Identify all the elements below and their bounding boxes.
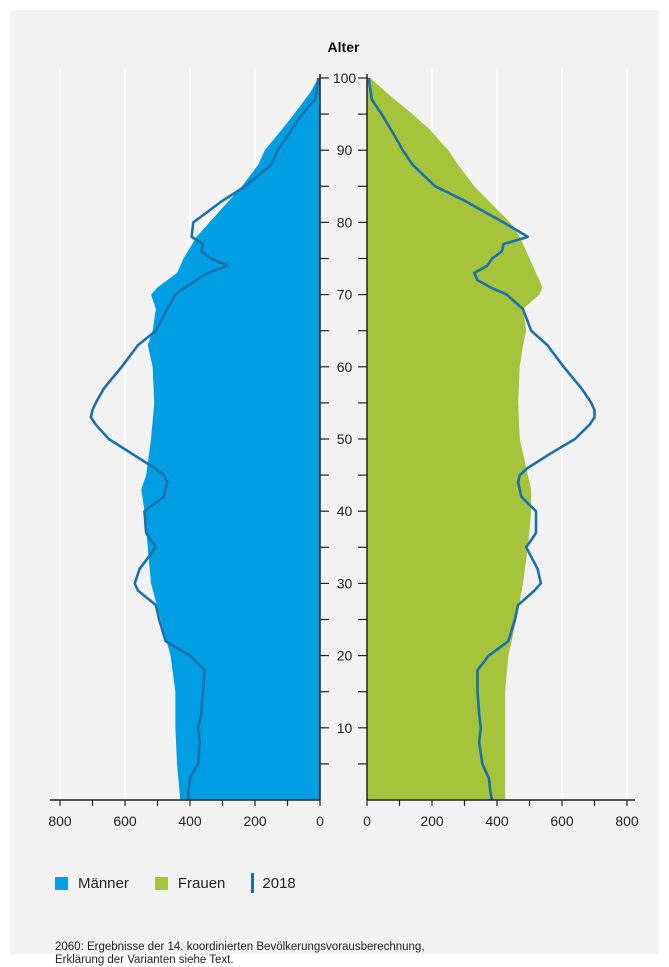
age-tick-label-90: 90 (337, 142, 353, 158)
x-tick-label-right-600: 600 (550, 813, 574, 829)
legend-swatch-women (154, 876, 168, 890)
area-men (141, 78, 320, 800)
legend-item-men: Männer (55, 875, 129, 892)
x-tick-label-right-400: 400 (485, 813, 509, 829)
area-women (367, 78, 543, 800)
footnote-line-1: 2060: Ergebnisse der 14. koordinierten B… (55, 941, 425, 953)
age-tick-label-40: 40 (337, 503, 353, 519)
age-tick-label-20: 20 (337, 648, 353, 664)
x-tick-label-right-800: 800 (615, 813, 639, 829)
footnote-line-2: Erklärung der Varianten siehe Text. (55, 954, 234, 966)
legend-swatch-men (55, 876, 68, 890)
age-tick-label-80: 80 (337, 214, 353, 230)
legend-swatch-2018 (251, 873, 255, 893)
age-tick-label-30: 30 (337, 575, 353, 591)
x-tick-label-left-800: 800 (48, 813, 72, 829)
age-tick-label-60: 60 (337, 359, 353, 375)
x-tick-label-right-0: 0 (363, 813, 371, 829)
x-tick-label-right-200: 200 (420, 813, 444, 829)
legend-item-women: Frauen (154, 874, 226, 892)
y-axis-title: Alter (328, 39, 360, 55)
legend-label-men: Männer (78, 874, 129, 892)
legend-label-2018: 2018 (262, 874, 296, 892)
age-tick-label-70: 70 (337, 287, 353, 303)
x-tick-label-left-0: 0 (316, 813, 324, 829)
x-tick-label-left-200: 200 (243, 813, 267, 829)
legend-item-2018: 2018 (251, 873, 296, 893)
age-tick-label-10: 10 (337, 720, 353, 736)
chart-panel: 10 20 30 40 50 60 70 80 90 100 Alter 800 600 400 200 0 0… (10, 10, 659, 966)
legend-label-women: Frauen (177, 874, 226, 892)
age-tick-label-100: 100 (333, 70, 357, 86)
legend: Männer Frauen 2018 (55, 873, 322, 893)
line-2018-men (89, 77, 320, 800)
footnote: 2060: Ergebnisse der 14. koordinierten B… (55, 941, 425, 967)
population-pyramid-chart: 10 20 30 40 50 60 70 80 90 100 Alter 800 600 400 200 0 0… (48, 39, 639, 829)
x-tick-label-left-400: 400 (178, 813, 202, 829)
line-2018-women (367, 77, 596, 801)
x-tick-label-left-600: 600 (113, 813, 137, 829)
age-tick-label-50: 50 (337, 431, 353, 447)
